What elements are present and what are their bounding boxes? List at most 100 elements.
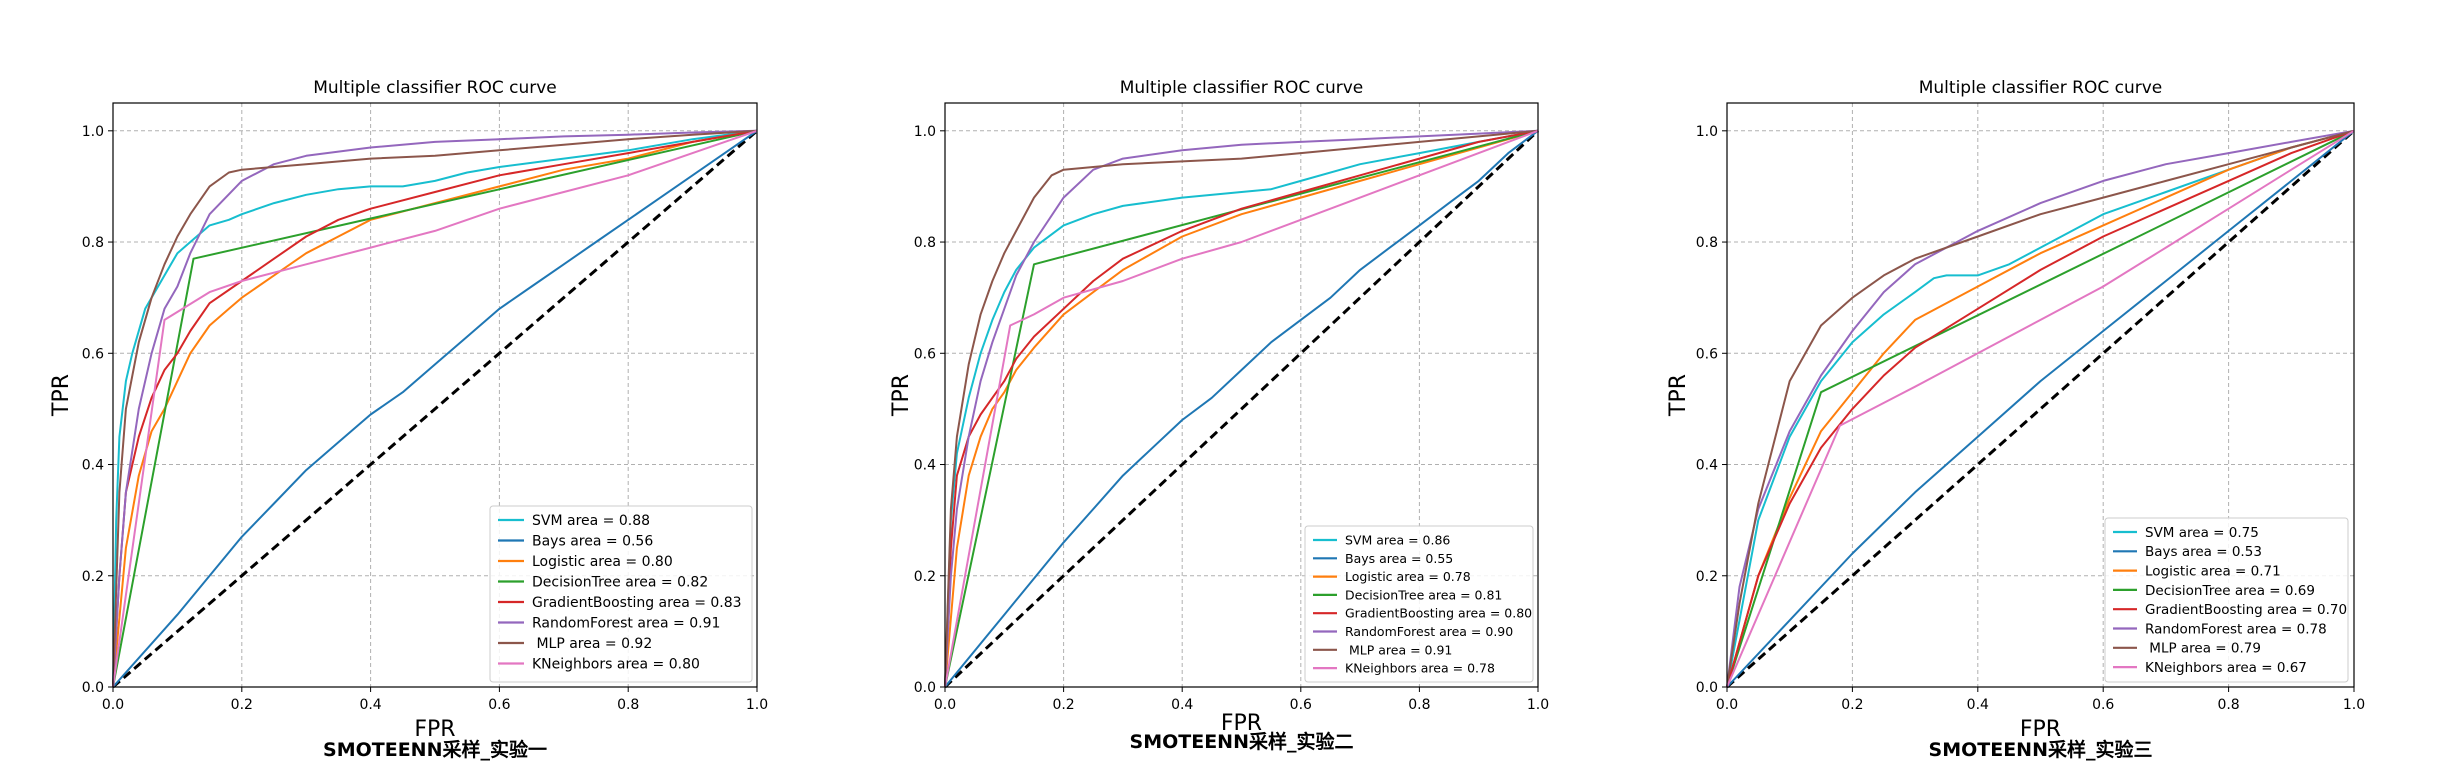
x-tick-label: 0.6: [2092, 697, 2114, 713]
y-tick-label: 0.0: [82, 680, 104, 696]
x-tick-label: 1.0: [746, 697, 768, 713]
x-tick-label: 0.6: [488, 697, 510, 713]
series-line-randomforest: [112, 129, 758, 688]
legend-label-randomforest: RandomForest area = 0.78: [2145, 621, 2327, 637]
series-line-bays: [112, 129, 758, 688]
series-line-bays: [1726, 130, 2355, 688]
series-line-gradientboosting: [112, 129, 758, 688]
y-axis-label: TPR: [1666, 374, 1691, 417]
legend-label-bays: Bays area = 0.55: [1345, 551, 1453, 566]
y-tick-label: 0.2: [914, 569, 936, 585]
x-axis-label: FPR: [2020, 717, 2061, 742]
y-tick-label: 0.6: [914, 346, 936, 362]
x-axis-label: FPR: [1221, 711, 1262, 736]
legend: SVM area = 0.75 Bays area = 0.53 Logistic …: [2104, 517, 2349, 683]
figure-caption: SMOTEENN采样_实验三: [1929, 738, 2153, 761]
diagonal-reference-line: [112, 129, 758, 689]
legend-label-kneighbors: KNeighbors area = 0.80: [532, 657, 700, 673]
y-tick-label: 0.0: [1696, 680, 1718, 696]
figure-caption: SMOTEENN采样_实验一: [323, 738, 547, 761]
series-line-mlp: [944, 129, 1539, 688]
legend-label-gradientboosting: GradientBoosting area = 0.83: [532, 595, 742, 611]
legend-label-bays: Bays area = 0.53: [2145, 544, 2262, 560]
plot-frame: [112, 102, 758, 688]
legend-label-randomforest: RandomForest area = 0.90: [1345, 624, 1513, 639]
series-line-svm: [944, 129, 1539, 688]
y-tick-label: 0.8: [82, 235, 104, 251]
y-tick-label: 0.8: [1696, 235, 1718, 251]
legend: SVM area = 0.86 Bays area = 0.55 Logistic …: [1304, 525, 1534, 683]
y-tick-label: 1.0: [1696, 124, 1718, 140]
legend-label-decisiontree: DecisionTree area = 0.82: [532, 575, 708, 591]
series-line-logistic: [944, 129, 1539, 688]
chart-title: Multiple classifier ROC curve: [313, 78, 557, 98]
y-axis-label: TPR: [49, 374, 74, 417]
series-line-decisiontree: [944, 129, 1539, 688]
plot-frame: [944, 102, 1539, 688]
legend-label-logistic: Logistic area = 0.80: [532, 554, 673, 570]
y-tick-label: 0.8: [914, 235, 936, 251]
x-tick-label: 0.4: [1171, 697, 1193, 713]
x-tick-label: 0.2: [231, 697, 253, 713]
x-tick-label: 0.4: [359, 697, 381, 713]
series-line-kneighbors: [944, 129, 1539, 688]
plot-frame: [1726, 102, 2355, 688]
x-tick-label: 0.8: [2217, 697, 2239, 713]
y-tick-label: 1.0: [82, 124, 104, 140]
legend: SVM area = 0.88 Bays area = 0.56 Logistic …: [489, 505, 753, 683]
series-line-decisiontree: [112, 129, 758, 688]
series-line-decisiontree: [1726, 129, 2355, 688]
legend-label-svm: SVM area = 0.88: [532, 513, 650, 529]
legend-box: [1304, 525, 1534, 683]
y-tick-label: 0.2: [82, 569, 104, 585]
y-tick-label: 1.0: [914, 124, 936, 140]
y-tick-label: 0.6: [1696, 346, 1718, 362]
series-line-logistic: [112, 129, 758, 688]
x-tick-label: 0.0: [102, 697, 124, 713]
series-line-svm: [1726, 129, 2355, 688]
series-line-randomforest: [1726, 129, 2355, 688]
x-tick-label: 0.2: [1841, 697, 1863, 713]
legend-label-mlp: MLP area = 0.92: [532, 636, 652, 652]
chart-title: Multiple classifier ROC curve: [1120, 78, 1364, 98]
chart-panel-1: 0.0 0.2 0.4 0.6 0.8 1.0 0.0 0.2 0.4 0.6 0.8 1.0 Mult…: [49, 78, 768, 761]
chart-title: Multiple classifier ROC curve: [1919, 78, 2163, 98]
series-line-mlp: [1726, 129, 2355, 688]
legend-label-svm: SVM area = 0.86: [1345, 533, 1450, 548]
chart-panel-3: 0.0 0.2 0.4 0.6 0.8 1.0 0.0 0.2 0.4 0.6 0.8 1.0 Mult…: [1666, 78, 2365, 761]
legend-label-logistic: Logistic area = 0.71: [2145, 563, 2281, 579]
legend-label-randomforest: RandomForest area = 0.91: [532, 616, 720, 632]
series-line-kneighbors: [1726, 129, 2355, 688]
legend-label-gradientboosting: GradientBoosting area = 0.80: [1345, 606, 1532, 621]
x-tick-label: 1.0: [2343, 697, 2365, 713]
x-tick-label: 0.0: [1716, 697, 1738, 713]
legend-label-bays: Bays area = 0.56: [532, 534, 653, 550]
x-tick-label: 0.6: [1290, 697, 1312, 713]
series-line-kneighbors: [112, 129, 758, 688]
x-axis-label: FPR: [414, 717, 455, 742]
y-tick-label: 0.6: [82, 346, 104, 362]
y-tick-label: 0.4: [82, 458, 104, 474]
y-tick-label: 0.4: [914, 458, 936, 474]
legend-label-kneighbors: KNeighbors area = 0.67: [2145, 660, 2307, 676]
x-tick-label: 0.4: [1967, 697, 1989, 713]
legend-label-decisiontree: DecisionTree area = 0.81: [1345, 587, 1502, 602]
x-tick-label: 0.0: [934, 697, 956, 713]
legend-label-svm: SVM area = 0.75: [2145, 525, 2259, 541]
x-tick-label: 0.2: [1052, 697, 1074, 713]
figure-caption: SMOTEENN采样_实验二: [1130, 730, 1354, 753]
x-tick-label: 0.8: [1408, 697, 1430, 713]
series-line-randomforest: [944, 129, 1539, 688]
legend-label-mlp: MLP area = 0.79: [2145, 641, 2261, 657]
legend-label-decisiontree: DecisionTree area = 0.69: [2145, 583, 2315, 599]
series-line-bays: [944, 130, 1539, 688]
series-line-mlp: [112, 129, 758, 688]
legend-label-mlp: MLP area = 0.91: [1345, 642, 1452, 657]
series-line-svm: [112, 129, 758, 688]
x-tick-label: 1.0: [1527, 697, 1549, 713]
diagonal-reference-line: [943, 129, 1540, 689]
legend-box: [489, 505, 753, 683]
legend-label-gradientboosting: GradientBoosting area = 0.70: [2145, 602, 2347, 618]
legend-label-logistic: Logistic area = 0.78: [1345, 569, 1471, 584]
